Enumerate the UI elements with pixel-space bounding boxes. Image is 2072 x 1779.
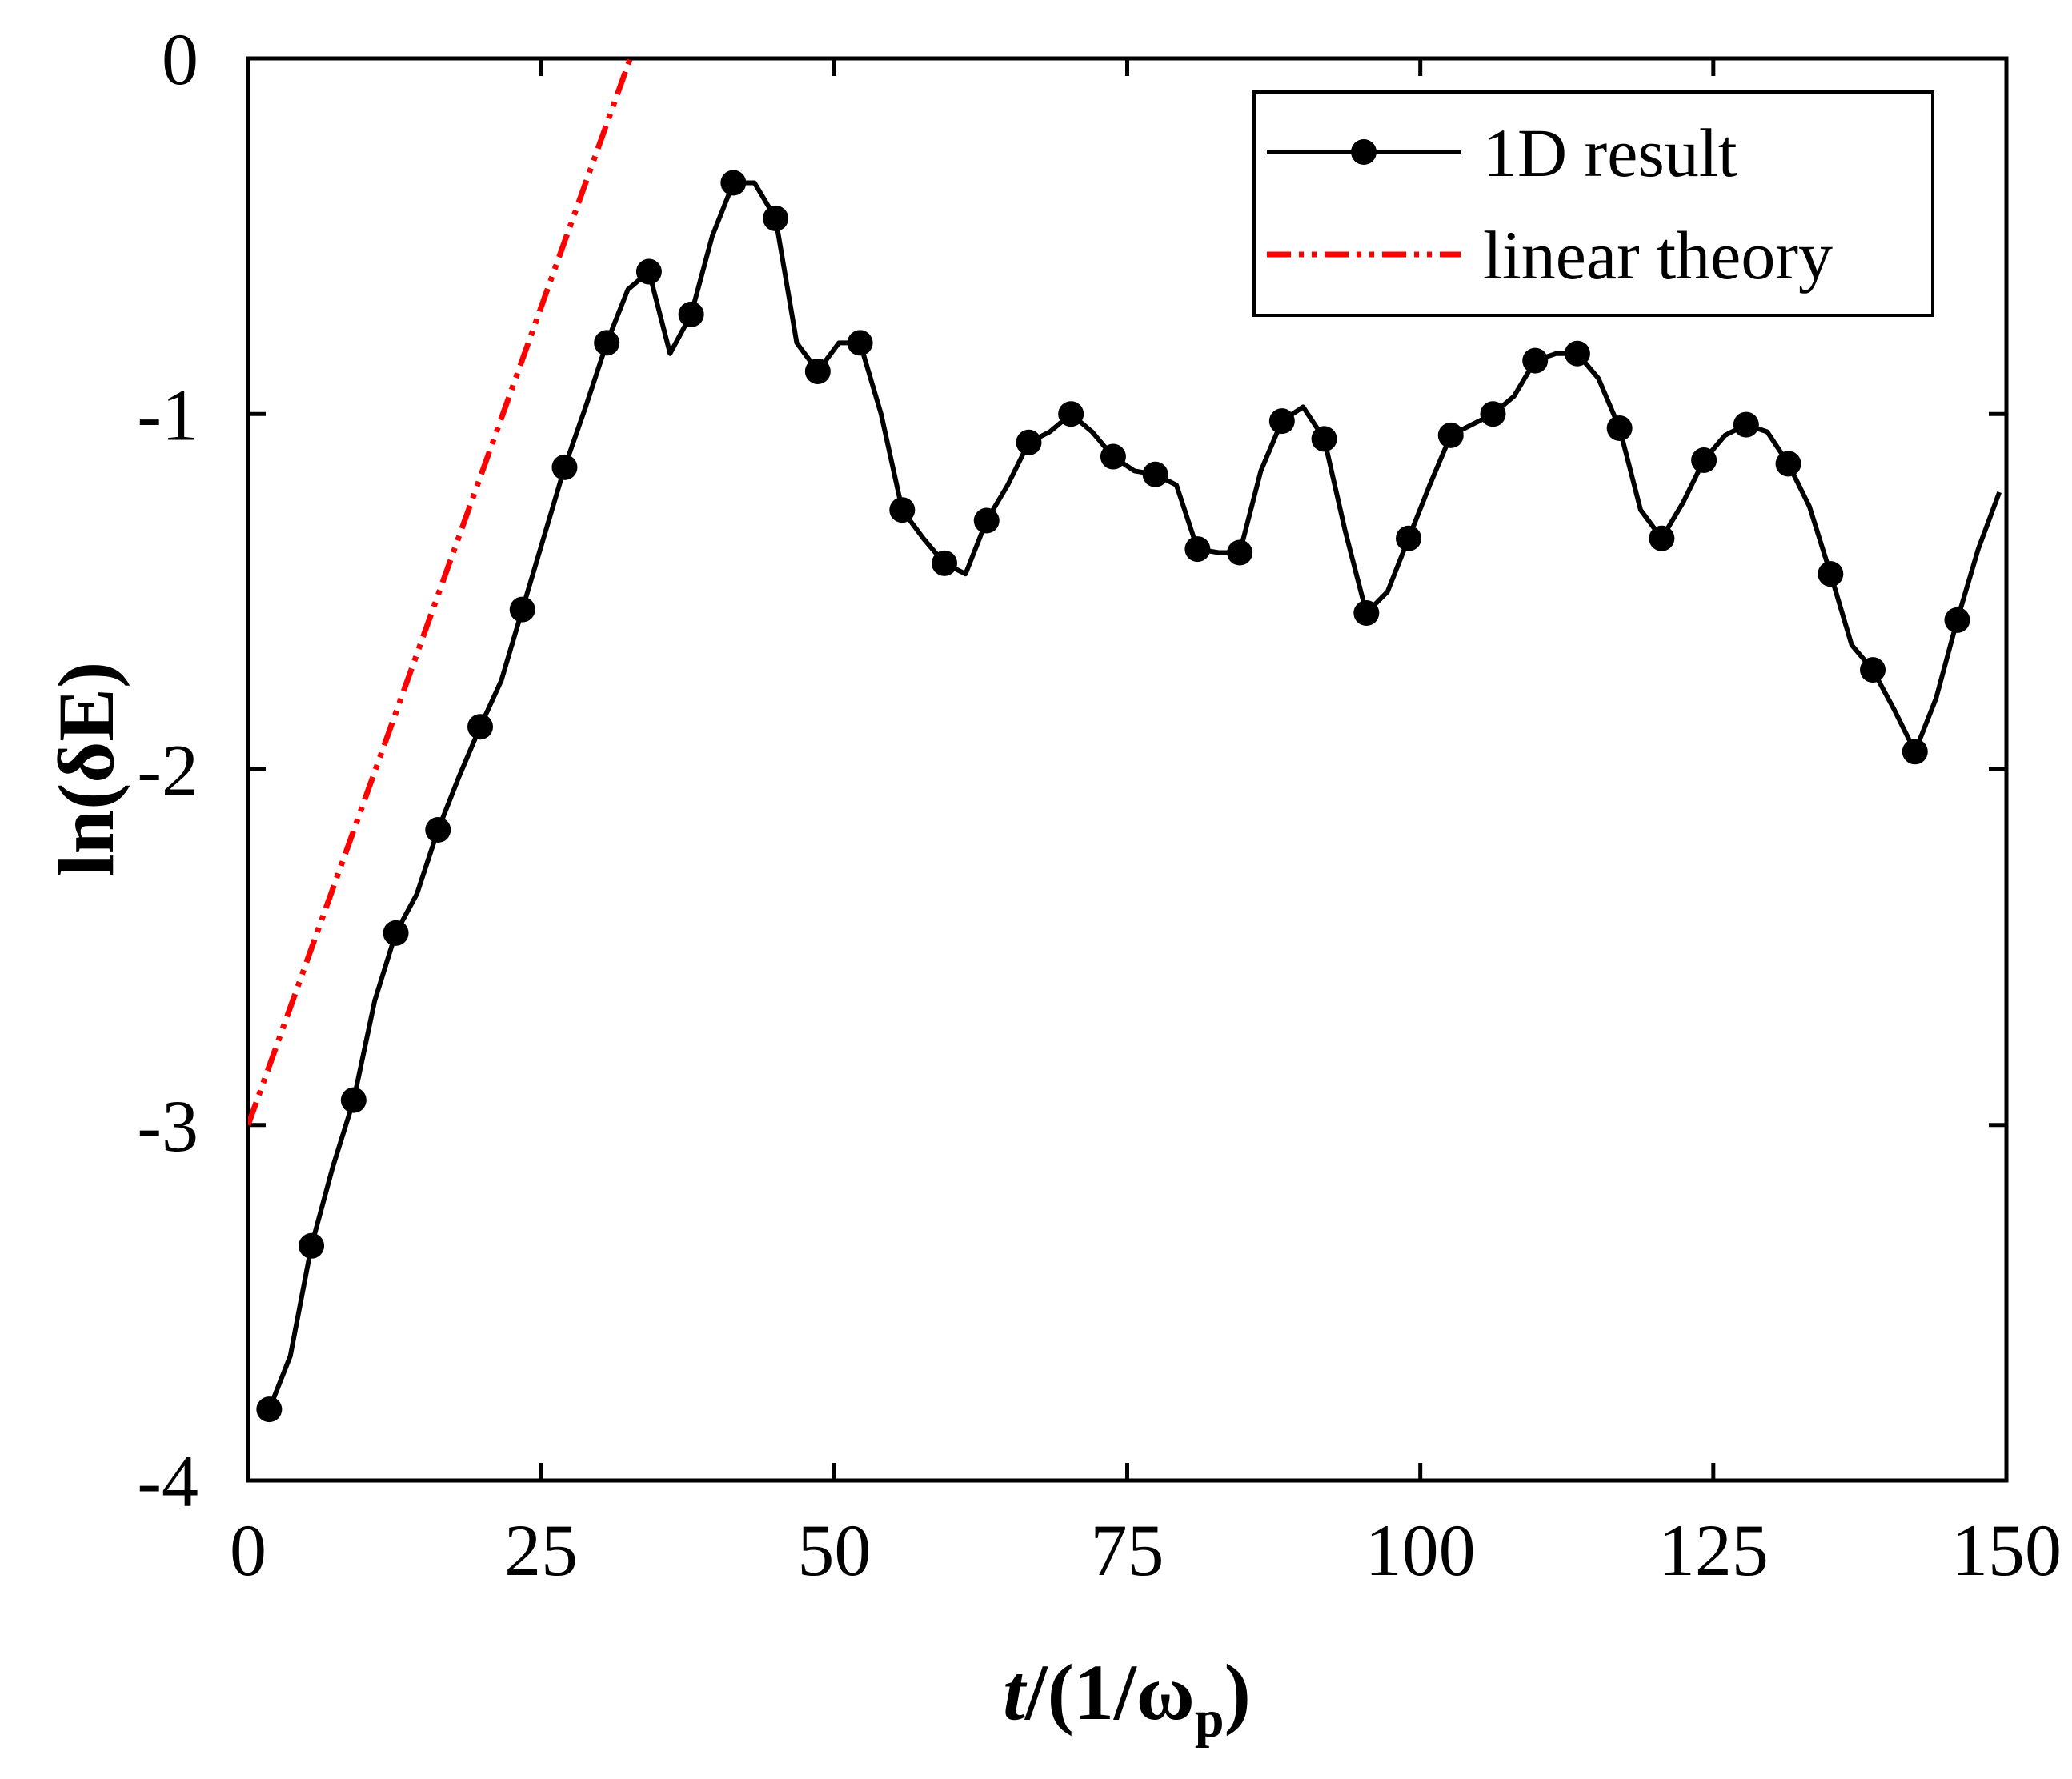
data-point [1100,443,1126,470]
y-tick-label: -3 [137,1085,198,1167]
data-point [635,258,662,285]
legend-box [1252,90,1934,317]
legend: 1D result linear theory [1252,90,1934,317]
x-tick-label: 100 [1365,1509,1476,1591]
y-tick-label: -4 [137,1440,198,1522]
legend-label-linear-theory: linear theory [1483,217,1833,294]
data-point [1775,451,1801,477]
data-point [1564,340,1590,367]
x-tick-label: 50 [797,1509,871,1591]
y-tick-label: -2 [137,730,198,811]
data-point [720,170,747,196]
data-point [551,454,578,480]
x-tick-label: 25 [504,1509,578,1591]
y-tick-label: -1 [137,374,198,455]
data-point [425,817,451,843]
data-point [1606,415,1633,442]
data-point [1184,536,1211,563]
data-point [1058,401,1084,427]
x-tick-label: 0 [230,1509,267,1591]
data-point [1691,447,1717,474]
data-point [1268,408,1295,435]
data-point [973,507,1000,534]
data-point [1649,525,1675,551]
data-point [1227,539,1253,566]
x-tick-label: 125 [1658,1509,1769,1591]
data-point [1311,426,1337,452]
legend-marker-1d-result [1351,139,1377,165]
data-point [1818,561,1844,587]
y-axis-title: ln(δE) [42,662,130,877]
data-point [763,205,789,231]
data-point [1142,461,1168,487]
data-point [847,330,873,356]
data-point [509,596,535,623]
data-point [1353,600,1380,627]
data-point [1944,607,1970,633]
y-tick-label: 0 [162,18,198,100]
axis-tick-labels: 0 25 50 75 100 125 150 0 -1 -2 -3 -4 [137,18,2062,1591]
x-tick-label: 75 [1091,1509,1164,1591]
data-point [1902,739,1928,765]
series-line-1d-result [267,180,2002,1411]
legend-label-1d-result: 1D result [1483,114,1737,191]
data-point [1437,422,1464,448]
data-point [932,550,958,576]
data-point [678,301,704,327]
data-point [1860,657,1886,683]
data-point [889,497,916,523]
series-line-linear-theory [248,58,633,1126]
data-point [594,330,620,356]
data-point [467,714,494,740]
data-point [383,920,409,946]
axis-ticks [246,56,2009,1483]
data-point [1480,401,1506,427]
data-point [1522,347,1549,374]
data-point [1733,411,1759,438]
data-point [1016,429,1042,455]
x-axis-title: t/(1/ωp) [1003,1648,1251,1749]
x-tick-label: 150 [1951,1509,2062,1591]
data-point [256,1396,283,1423]
data-point [1396,525,1422,551]
series-markers-1d-result [256,170,1970,1423]
data-point [804,358,831,384]
data-point [340,1087,367,1113]
data-point [299,1232,325,1259]
